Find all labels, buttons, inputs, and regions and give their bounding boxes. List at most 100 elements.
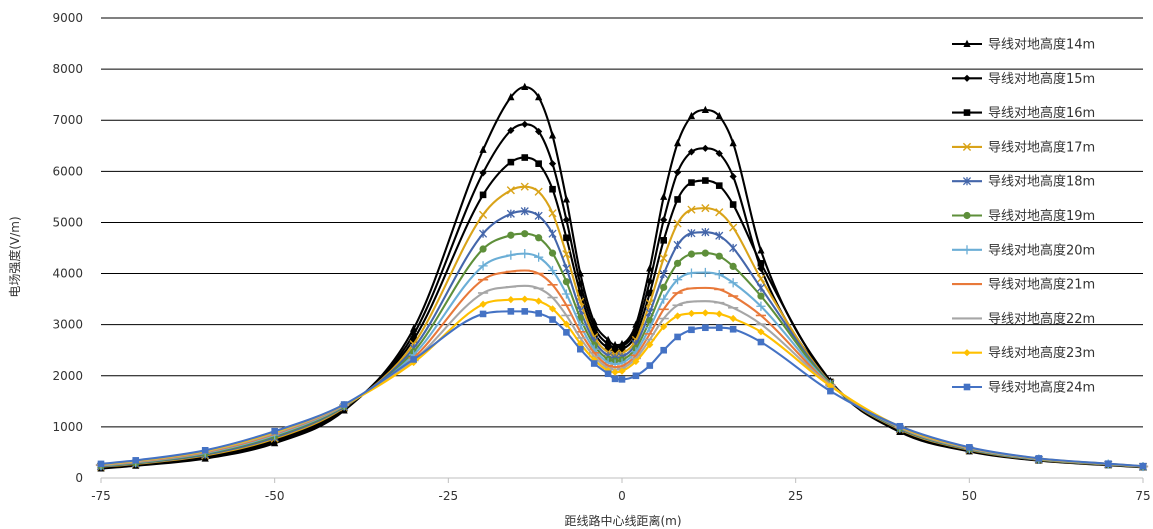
- data-point-s7-20: [659, 294, 669, 304]
- data-point-s2-7: [479, 169, 487, 177]
- data-point-s11-10: [535, 310, 542, 317]
- data-point-s11-13: [577, 345, 584, 353]
- legend-item-11: 导线对地高度24m: [952, 380, 1095, 396]
- data-point-s5-22: [687, 229, 696, 238]
- data-point-s4-7: [478, 210, 488, 219]
- data-point-s2-8: [507, 126, 515, 135]
- data-point-s4-12: [562, 250, 571, 259]
- data-point-s1-10: [535, 93, 543, 101]
- data-point-s1-24: [715, 111, 723, 120]
- data-point-s3-14: [590, 329, 598, 336]
- data-point-s4-22: [687, 205, 696, 214]
- data-point-s2-6: [410, 330, 418, 338]
- data-point-s11-3: [201, 446, 209, 454]
- data-point-s4-25: [729, 223, 738, 232]
- data-point-s11-16: [611, 375, 619, 383]
- data-point-s2-9: [521, 120, 529, 128]
- data-point-s6-10: [535, 234, 543, 242]
- data-point-s1-9: [521, 82, 529, 90]
- data-point-s10-18: [632, 357, 640, 366]
- data-point-s11-19: [646, 362, 654, 369]
- data-point-s10-22: [687, 309, 696, 318]
- data-point-s11-30: [1035, 455, 1043, 462]
- data-point-s10-27: [826, 382, 834, 390]
- data-point-s6-23: [701, 249, 709, 257]
- y-tick-label-2000: 2000: [52, 369, 83, 383]
- data-point-s6-25: [729, 262, 737, 270]
- x-tick-label-75: 75: [1135, 489, 1150, 503]
- data-point-s4-9: [520, 182, 529, 191]
- legend-item-2: 导线对地高度15m: [952, 71, 1095, 87]
- data-point-s6-7: [479, 245, 487, 253]
- data-point-s2-21: [673, 168, 682, 176]
- data-point-s11-12: [563, 329, 570, 336]
- data-point-s10-12: [562, 320, 571, 328]
- x-tick-label-0: 0: [618, 489, 626, 503]
- data-point-s3-19: [646, 289, 654, 297]
- data-point-s7-9: [520, 249, 530, 259]
- data-point-s6-26: [757, 292, 765, 300]
- data-point-s3-23: [702, 177, 709, 184]
- data-point-s2-22: [687, 148, 696, 156]
- y-tick-label-6000: 6000: [52, 164, 83, 178]
- data-point-s11-24: [715, 324, 723, 332]
- data-point-s3-9: [521, 154, 529, 161]
- legend-label-11: 导线对地高度24m: [988, 380, 1095, 396]
- data-point-s3-18: [632, 331, 640, 339]
- series-line-1: [100, 85, 1144, 470]
- data-point-s2-15: [604, 340, 612, 348]
- data-point-s3-12: [563, 234, 570, 242]
- data-point-s4-23: [701, 204, 710, 213]
- data-point-s11-31: [1104, 460, 1112, 467]
- data-point-s2-25: [729, 172, 737, 181]
- data-point-s3-7: [479, 191, 487, 199]
- data-point-s11-26: [757, 338, 765, 346]
- legend-marker-2: [963, 74, 971, 82]
- data-point-s1-23: [701, 105, 709, 113]
- legend-label-5: 导线对地高度18m: [988, 174, 1095, 190]
- data-point-s10-14: [590, 356, 598, 364]
- x-tick-label--50: -50: [265, 489, 285, 503]
- data-point-s6-12: [562, 278, 571, 286]
- data-point-s10-7: [479, 300, 487, 308]
- data-point-s2-24: [715, 149, 723, 158]
- data-point-s5-7: [479, 229, 488, 238]
- data-point-s5-25: [729, 243, 738, 253]
- legend-item-9: 导线对地高度22m: [952, 311, 1095, 327]
- data-point-s10-13: [576, 339, 584, 348]
- series-group: [95, 82, 1149, 472]
- data-point-s11-5: [340, 401, 348, 408]
- data-point-s11-7: [479, 310, 487, 318]
- data-point-s11-14: [590, 360, 598, 367]
- data-point-s10-11: [548, 305, 557, 313]
- data-point-s6-20: [660, 283, 668, 291]
- data-point-s4-10: [534, 187, 543, 196]
- x-tick-label--75: -75: [91, 489, 111, 503]
- data-point-s10-20: [660, 323, 668, 331]
- data-point-s3-16: [611, 346, 619, 354]
- data-point-s11-32: [1139, 462, 1147, 470]
- data-point-s7-21: [672, 275, 683, 285]
- data-point-s1-7: [479, 145, 487, 153]
- data-point-s3-20: [660, 237, 667, 244]
- data-point-s11-4: [271, 427, 278, 435]
- data-point-s11-21: [674, 333, 681, 341]
- x-tick-label-25: 25: [788, 489, 803, 503]
- legend-marker-1: [963, 39, 971, 47]
- data-point-s6-24: [715, 252, 723, 260]
- data-point-s3-13: [577, 289, 584, 297]
- data-point-s3-15: [604, 344, 612, 352]
- data-point-s1-25: [729, 139, 737, 147]
- data-point-s5-20: [659, 269, 668, 279]
- data-point-s11-29: [966, 444, 973, 451]
- data-point-s3-24: [715, 182, 723, 189]
- data-point-s2-11: [548, 160, 557, 168]
- data-point-s2-23: [701, 144, 709, 152]
- data-point-s11-28: [896, 422, 904, 430]
- data-point-s7-24: [714, 269, 724, 280]
- legend-item-1: 导线对地高度14m: [952, 37, 1095, 53]
- legend-label-6: 导线对地高度19m: [988, 208, 1095, 224]
- legend-marker-3: [963, 109, 971, 116]
- y-tick-label-7000: 7000: [52, 113, 83, 127]
- gridlines: [101, 17, 1143, 428]
